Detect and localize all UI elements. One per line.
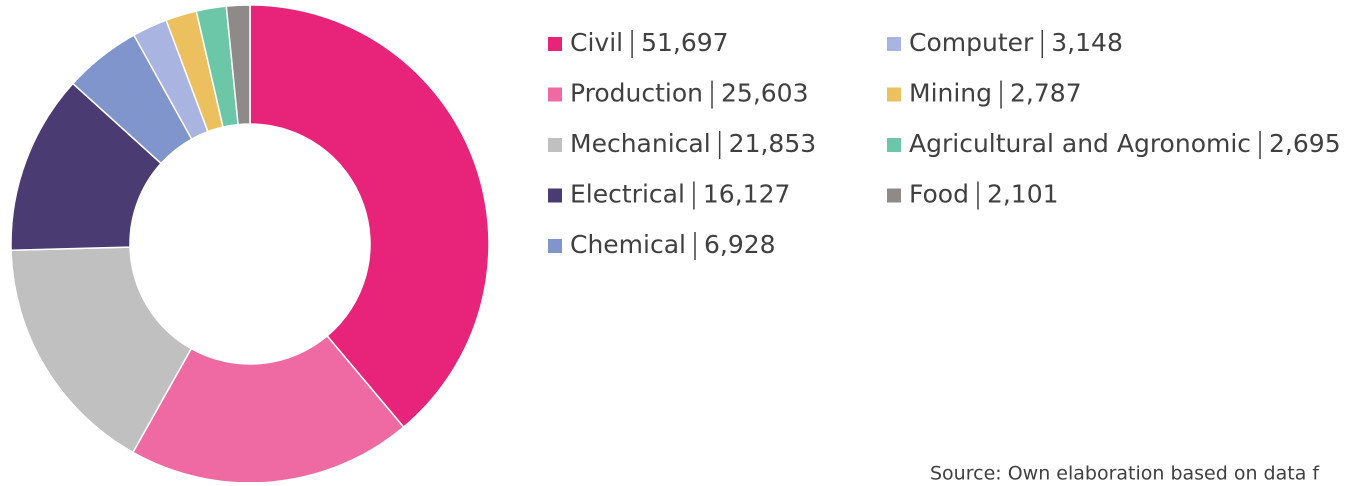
legend-value: 3,148 bbox=[1051, 28, 1123, 57]
legend-value: 2,695 bbox=[1269, 129, 1341, 158]
legend-value: 6,928 bbox=[704, 230, 776, 259]
legend-value: 25,603 bbox=[721, 79, 808, 108]
legend-swatch bbox=[887, 188, 901, 203]
legend-value: 16,127 bbox=[703, 180, 790, 209]
legend-label: Civil bbox=[570, 28, 623, 57]
legend-swatch bbox=[548, 239, 562, 253]
legend-label: Chemical bbox=[570, 230, 686, 259]
donut-slice bbox=[249, 4, 490, 429]
legend-swatch bbox=[887, 87, 901, 102]
legend-swatch bbox=[548, 87, 562, 102]
legend-swatch bbox=[548, 138, 562, 152]
legend-label: Production bbox=[570, 79, 703, 108]
legend-label: Mining bbox=[909, 79, 992, 108]
source-note: Source: Own elaboration based on data f bbox=[930, 463, 1320, 483]
donut-slice bbox=[225, 4, 251, 126]
legend-label: Electrical bbox=[570, 180, 685, 209]
legend-label: Food bbox=[909, 180, 969, 209]
donut-slice bbox=[10, 246, 193, 454]
legend-swatch bbox=[548, 188, 562, 203]
legend-value: 21,853 bbox=[729, 129, 816, 158]
legend-value: 51,697 bbox=[641, 28, 728, 57]
legend-label: Mechanical bbox=[570, 129, 711, 158]
legend-label: Computer bbox=[909, 28, 1034, 57]
legend-value: 2,101 bbox=[987, 180, 1059, 209]
donut-slice bbox=[131, 334, 405, 484]
legend-swatch bbox=[887, 138, 901, 152]
legend-label: Agricultural and Agronomic bbox=[909, 129, 1251, 158]
legend-value: 2,787 bbox=[1010, 79, 1082, 108]
legend-swatch bbox=[548, 37, 562, 51]
legend-swatch bbox=[887, 37, 901, 51]
